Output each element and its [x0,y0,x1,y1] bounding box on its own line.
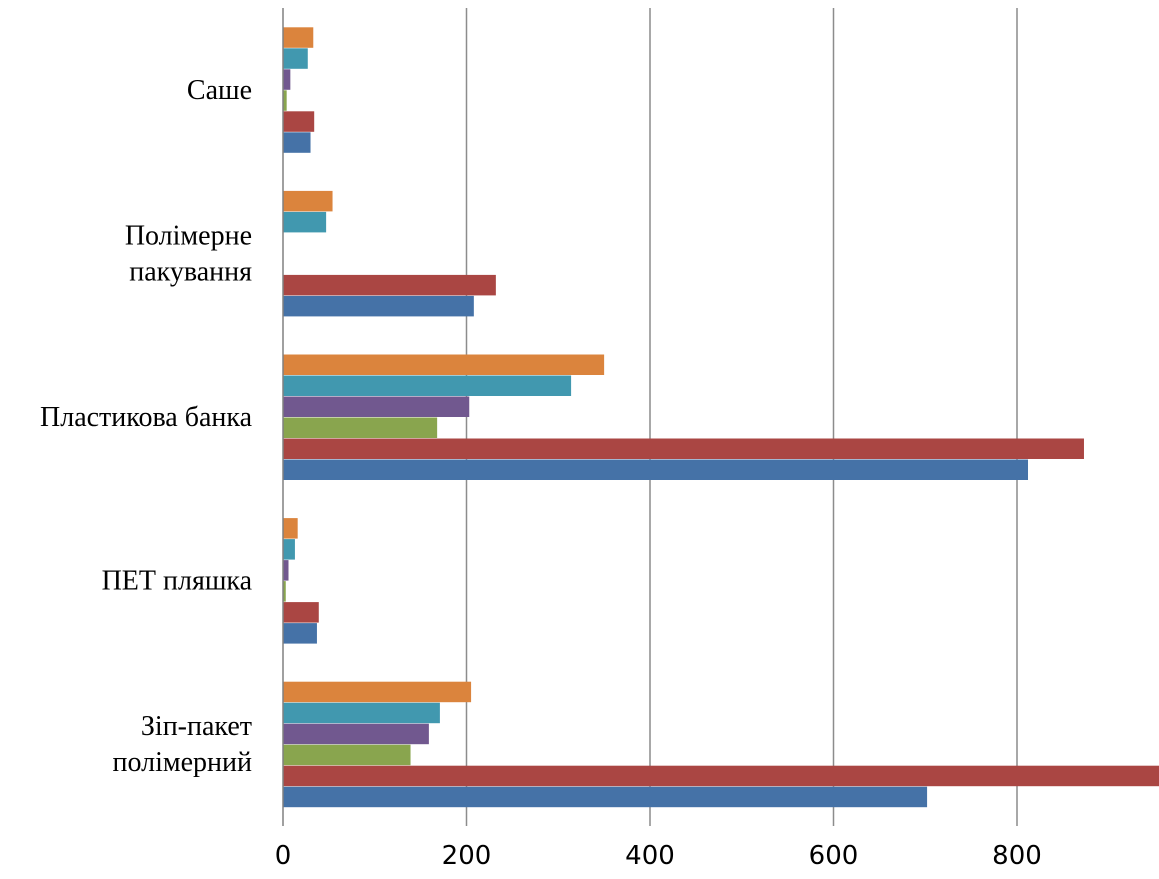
bar-cat1-series3 [283,560,289,581]
bar-cat3-series4 [283,211,327,233]
bar-cat4-series2 [283,90,287,111]
category-label-line: полімерний [113,747,252,778]
category-label-line: Саше [187,75,252,106]
x-tick-labels: 0 200 400 600 800 [275,841,1042,871]
x-tick-label: 200 [442,841,492,871]
category-label: Саше [187,75,252,106]
bar-cat0-series0 [283,786,928,808]
category-label: ПЕТ пляшка [102,566,253,597]
bars [283,27,1159,808]
gridlines [465,8,1018,826]
bar-cat2-series3 [283,396,470,417]
category-label: Пластикова банка [40,402,253,433]
x-tick-label: 0 [275,841,292,871]
bar-cat4-series1 [283,111,315,132]
bar-cat0-series5 [283,681,472,703]
bar-cat1-series4 [283,539,295,560]
category-label-line: Зіп-пакет [141,711,252,742]
bar-cat1-series2 [283,581,286,602]
bar-cat4-series0 [283,132,311,153]
category-label: Зіп-пакет полімерний [113,711,252,778]
bar-cat2-series2 [283,417,438,438]
bar-cat0-series1 [283,765,1159,787]
bar-cat3-series5 [283,190,333,212]
x-tick-label: 800 [992,841,1042,871]
category-labels: Зіп-пакет полімерний ПЕТ пляшка Пластикова … [40,75,253,778]
bar-cat0-series2 [283,744,411,766]
category-label-line: Пластикова банка [40,402,253,433]
bar-cat4-series3 [283,69,291,90]
bar-cat1-series5 [283,518,298,539]
bar-cat0-series4 [283,702,440,724]
category-label-line: Полімерне [125,220,252,251]
category-label: Полімерне пакування [125,220,252,287]
x-tick-label: 600 [809,841,859,871]
bar-cat0-series3 [283,723,429,745]
bar-cat4-series4 [283,48,308,69]
x-tick-label: 400 [625,841,675,871]
category-label-line: ПЕТ пляшка [102,566,253,597]
bar-cat2-series1 [283,438,1084,459]
bar-cat3-series0 [283,295,474,317]
bar-cat1-series0 [283,623,317,644]
bar-cat2-series4 [283,375,572,396]
bar-cat3-series1 [283,274,496,296]
bar-cat1-series1 [283,602,319,623]
bar-cat4-series5 [283,27,314,48]
bar-cat2-series5 [283,354,605,375]
bar-cat2-series0 [283,459,1029,480]
category-label-line: пакування [129,256,252,287]
